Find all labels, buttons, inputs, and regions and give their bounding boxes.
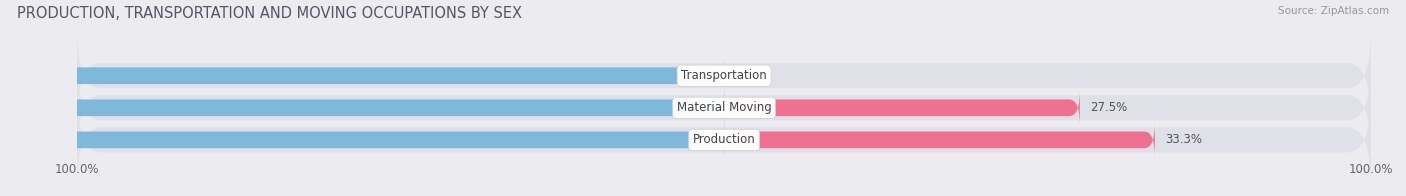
- FancyBboxPatch shape: [0, 58, 724, 93]
- Text: Material Moving: Material Moving: [676, 101, 772, 114]
- Text: PRODUCTION, TRANSPORTATION AND MOVING OCCUPATIONS BY SEX: PRODUCTION, TRANSPORTATION AND MOVING OC…: [17, 6, 522, 21]
- Text: 27.5%: 27.5%: [1090, 101, 1128, 114]
- Text: Production: Production: [693, 133, 755, 146]
- FancyBboxPatch shape: [77, 31, 1371, 121]
- FancyBboxPatch shape: [724, 91, 1080, 125]
- FancyBboxPatch shape: [77, 63, 1371, 153]
- FancyBboxPatch shape: [724, 122, 1154, 157]
- Text: Transportation: Transportation: [682, 69, 766, 82]
- Text: Source: ZipAtlas.com: Source: ZipAtlas.com: [1278, 6, 1389, 16]
- Text: 33.3%: 33.3%: [1166, 133, 1202, 146]
- FancyBboxPatch shape: [77, 95, 1371, 185]
- FancyBboxPatch shape: [0, 122, 724, 157]
- FancyBboxPatch shape: [0, 91, 724, 125]
